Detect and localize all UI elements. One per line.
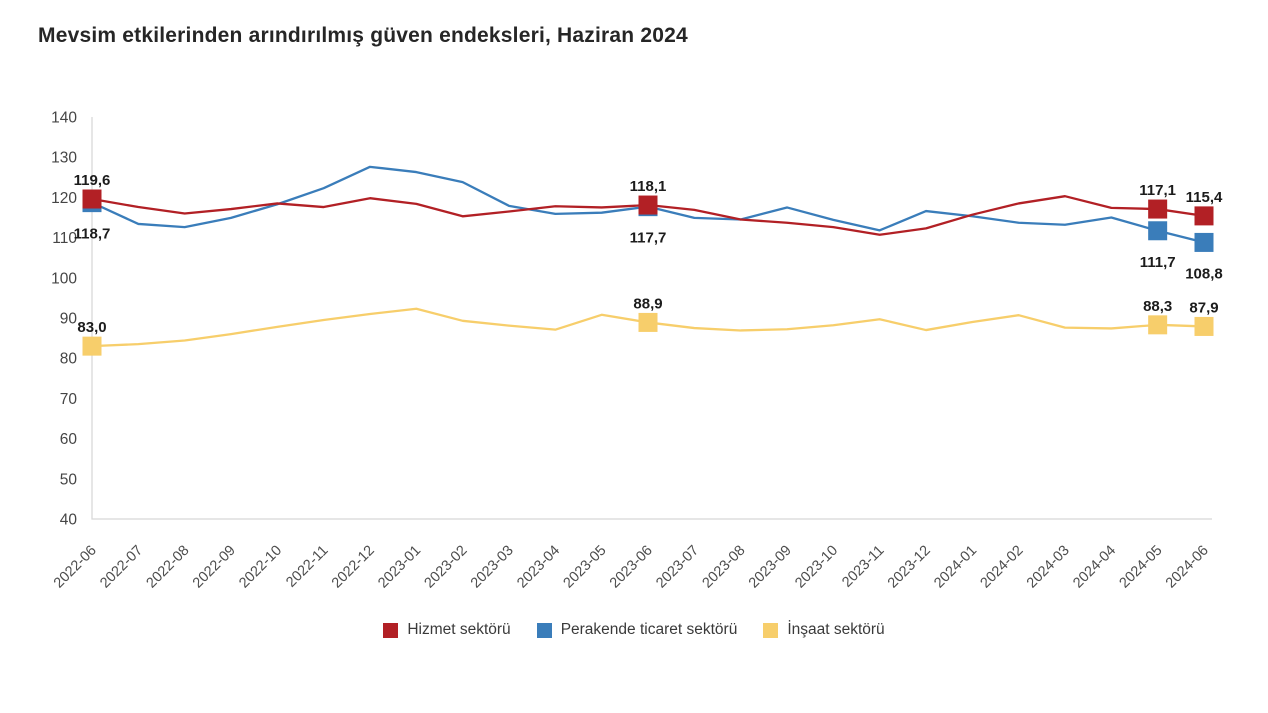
x-axis-tick-labels: 2022-062022-072022-082022-092022-102022-…	[51, 543, 1212, 592]
legend-item-hizmet-sektoru: Hizmet sektörü	[383, 621, 511, 639]
x-tick-label: 2022-08	[144, 543, 193, 592]
axis-lines	[91, 117, 1212, 520]
x-tick-label: 2023-03	[468, 543, 517, 592]
x-tick-label: 2023-12	[885, 543, 934, 592]
data-point-label: 118,7	[74, 226, 111, 243]
x-tick-label: 2022-12	[329, 543, 378, 592]
x-tick-label: 2023-09	[746, 543, 795, 592]
legend-label-perakende: Perakende ticaret sektörü	[560, 621, 738, 638]
data-point-marker	[1148, 315, 1168, 335]
x-tick-label: 2023-05	[561, 543, 610, 592]
legend-swatch-hizmet-icon	[383, 622, 399, 638]
y-tick-label: 90	[60, 311, 78, 328]
x-tick-label: 2024-01	[931, 543, 980, 592]
x-tick-label: 2023-04	[514, 543, 563, 592]
data-point-label: 88,3	[1143, 298, 1172, 315]
legend-swatch-perakende-icon	[536, 622, 552, 638]
chart-legend: Hizmet sektörü Perakende ticaret sektörü…	[0, 621, 1268, 639]
data-point-label: 119,6	[74, 172, 111, 189]
y-tick-label: 70	[60, 391, 78, 408]
data-point-label: 117,1	[1139, 182, 1176, 199]
legend-item-perakende-ticaret-sektoru: Perakende ticaret sektörü	[536, 621, 738, 639]
data-point-label: 108,8	[1185, 265, 1223, 282]
x-tick-label: 2024-02	[978, 543, 1027, 592]
y-tick-label: 50	[60, 471, 78, 488]
x-tick-label: 2023-02	[422, 543, 471, 592]
x-tick-label: 2024-04	[1070, 543, 1119, 592]
data-point-label: 87,9	[1189, 299, 1218, 316]
data-point-marker	[82, 189, 102, 209]
y-tick-label: 60	[60, 431, 78, 448]
y-tick-label: 100	[51, 270, 77, 287]
x-tick-label: 2023-10	[792, 543, 841, 592]
chart-title: Mevsim etkilerinden arındırılmış güven e…	[38, 24, 688, 47]
x-tick-label: 2023-07	[653, 543, 702, 592]
x-tick-label: 2024-05	[1117, 543, 1166, 592]
x-tick-label: 2023-11	[839, 543, 887, 591]
x-tick-label: 2023-08	[700, 543, 749, 592]
legend-item-insaat-sektoru: İnşaat sektörü	[763, 621, 885, 639]
data-point-label: 117,7	[630, 230, 667, 247]
data-point-label: 115,4	[1186, 189, 1223, 206]
x-tick-label: 2023-01	[375, 543, 424, 592]
y-axis-tick-labels: 140 130 120 110 100 90 80 70 60 50 40	[51, 110, 77, 529]
data-point-marker	[1194, 206, 1214, 226]
x-tick-label: 2022-07	[97, 543, 146, 592]
data-point-marker	[638, 195, 658, 215]
x-tick-label: 2022-10	[236, 543, 285, 592]
legend-label-insaat: İnşaat sektörü	[787, 621, 885, 638]
data-point-label: 88,9	[633, 295, 662, 312]
data-point-marker	[82, 336, 102, 356]
y-tick-label: 110	[52, 230, 77, 247]
data-point-marker	[1148, 199, 1168, 219]
x-tick-label: 2022-06	[51, 543, 100, 592]
x-tick-label: 2022-09	[190, 543, 239, 592]
x-tick-label: 2024-06	[1163, 543, 1212, 592]
legend-label-hizmet: Hizmet sektörü	[407, 621, 511, 638]
data-point-marker	[1194, 232, 1214, 252]
data-point-label: 111,7	[1140, 254, 1176, 271]
confidence-index-line-chart: 1401301201101009080706050402022-062022-0…	[51, 110, 1223, 592]
data-point-marker	[1148, 221, 1168, 241]
x-tick-label: 2023-06	[607, 543, 656, 592]
y-tick-label: 80	[60, 351, 78, 368]
x-tick-label: 2024-03	[1024, 543, 1073, 592]
data-point-label: 118,1	[630, 178, 667, 195]
y-tick-label: 130	[51, 150, 77, 167]
x-tick-label: 2022-11	[283, 543, 331, 591]
legend-swatch-insaat-icon	[763, 622, 779, 638]
y-tick-label: 120	[51, 190, 77, 207]
y-tick-label: 40	[60, 512, 78, 529]
data-point-marker	[1194, 316, 1214, 336]
y-tick-label: 140	[51, 110, 77, 127]
data-point-label: 83,0	[77, 319, 106, 336]
data-point-marker	[638, 312, 658, 332]
